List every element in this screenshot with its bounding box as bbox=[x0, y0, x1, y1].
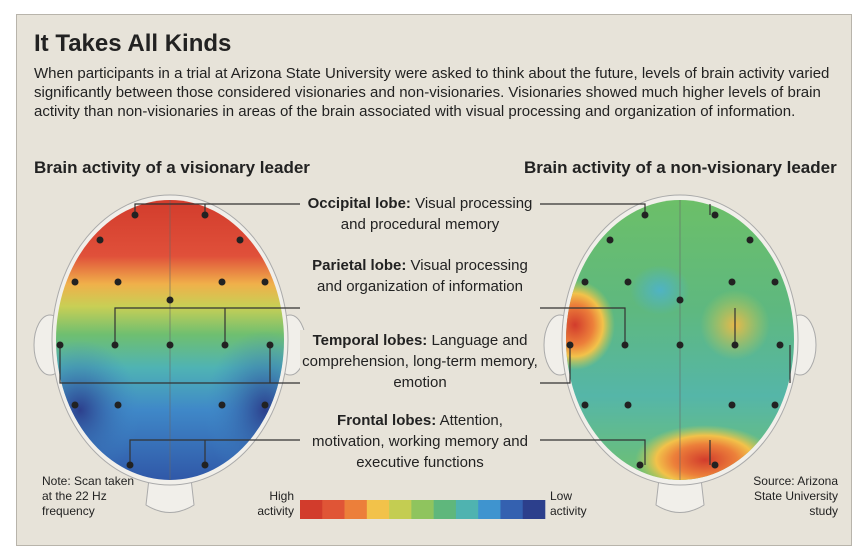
shape-circle bbox=[166, 341, 174, 349]
shape-circle bbox=[728, 278, 736, 286]
shape-circle bbox=[566, 341, 574, 349]
legend-swatch bbox=[344, 500, 368, 519]
lobe-label: Temporal lobes: Language and comprehensi… bbox=[300, 330, 540, 393]
legend bbox=[300, 500, 546, 519]
panel-heading: Brain activity of a non-visionary leader bbox=[524, 158, 837, 177]
shape-circle bbox=[126, 461, 134, 469]
shape-ellipse bbox=[56, 340, 140, 480]
shape-circle bbox=[266, 341, 274, 349]
legend-swatch bbox=[300, 500, 323, 519]
shape-circle bbox=[114, 278, 122, 286]
shape-circle bbox=[641, 211, 649, 219]
shape-circle bbox=[676, 341, 684, 349]
lobe-text: Attention, motivation, working memory an… bbox=[312, 412, 528, 471]
lobe-label: Occipital lobe: Visual processing and pr… bbox=[300, 193, 540, 235]
shape-circle bbox=[236, 236, 244, 244]
lobe-label: Parietal lobe: Visual processing and org… bbox=[300, 255, 540, 297]
legend-swatch bbox=[455, 500, 479, 519]
shape-circle bbox=[624, 278, 632, 286]
shape-circle bbox=[261, 401, 269, 409]
note: Note: Scan taken at the 22 Hz frequency bbox=[42, 474, 135, 518]
shape-circle bbox=[71, 401, 79, 409]
shape-circle bbox=[221, 341, 229, 349]
shape-ellipse bbox=[630, 265, 690, 315]
shape-circle bbox=[581, 278, 589, 286]
shape-circle bbox=[111, 341, 119, 349]
shape-circle bbox=[261, 278, 269, 286]
lobe-name: Frontal lobes: bbox=[337, 412, 437, 429]
lobe-text: Language and comprehension, long-term me… bbox=[302, 332, 538, 391]
shape-circle bbox=[131, 211, 139, 219]
shape-ellipse bbox=[566, 280, 615, 370]
lobe-name: Parietal lobe: bbox=[312, 257, 407, 274]
shape-ellipse bbox=[205, 330, 284, 480]
legend-swatch bbox=[522, 500, 546, 519]
shape-path bbox=[114, 307, 736, 345]
legend-swatch bbox=[366, 500, 390, 519]
shape-circle bbox=[166, 296, 174, 304]
shape-circle bbox=[56, 341, 64, 349]
shape-path bbox=[59, 345, 791, 384]
legend-high: High activity bbox=[257, 489, 294, 518]
legend-low: Low activity bbox=[550, 489, 587, 518]
legend-swatch bbox=[478, 500, 501, 519]
electrodes bbox=[56, 211, 784, 469]
shape-circle bbox=[776, 341, 784, 349]
shape-circle bbox=[624, 401, 632, 409]
shape-circle bbox=[711, 211, 719, 219]
shape-circle bbox=[731, 341, 739, 349]
shape-circle bbox=[621, 341, 629, 349]
shape-path bbox=[129, 439, 711, 465]
shape-circle bbox=[218, 401, 226, 409]
shape-circle bbox=[606, 236, 614, 244]
shape-circle bbox=[218, 278, 226, 286]
shape-circle bbox=[771, 278, 779, 286]
shape-circle bbox=[746, 236, 754, 244]
legend-swatch bbox=[389, 500, 412, 519]
lobe-text: Visual processing and organization of in… bbox=[317, 257, 528, 295]
source: Source: Arizona State University study bbox=[753, 474, 838, 518]
legend-swatch bbox=[500, 500, 524, 519]
shape-circle bbox=[581, 401, 589, 409]
panel-heading: Brain activity of a visionary leader bbox=[34, 158, 310, 177]
lobe-label: Frontal lobes: Attention, motivation, wo… bbox=[300, 410, 540, 473]
intro: When participants in a trial at Arizona … bbox=[34, 65, 830, 120]
lobe-name: Occipital lobe: bbox=[307, 195, 411, 212]
shape-circle bbox=[676, 296, 684, 304]
shape-circle bbox=[201, 461, 209, 469]
lobe-name: Temporal lobes: bbox=[312, 332, 428, 349]
shape-circle bbox=[71, 278, 79, 286]
right-head bbox=[543, 194, 817, 513]
title: It Takes All Kinds bbox=[34, 30, 232, 57]
legend-swatch bbox=[433, 500, 457, 519]
shape-circle bbox=[114, 401, 122, 409]
legend-swatch bbox=[322, 500, 345, 519]
connectors bbox=[59, 203, 791, 465]
shape-circle bbox=[728, 401, 736, 409]
lobe-text: Visual processing and procedural memory bbox=[340, 195, 533, 233]
shape-circle bbox=[96, 236, 104, 244]
shape-circle bbox=[771, 401, 779, 409]
shape-g bbox=[566, 200, 794, 480]
shape-circle bbox=[636, 461, 644, 469]
shape-path bbox=[134, 203, 711, 215]
left-head bbox=[33, 194, 307, 513]
shape-circle bbox=[711, 461, 719, 469]
shape-circle bbox=[201, 211, 209, 219]
legend-swatch bbox=[411, 500, 434, 519]
